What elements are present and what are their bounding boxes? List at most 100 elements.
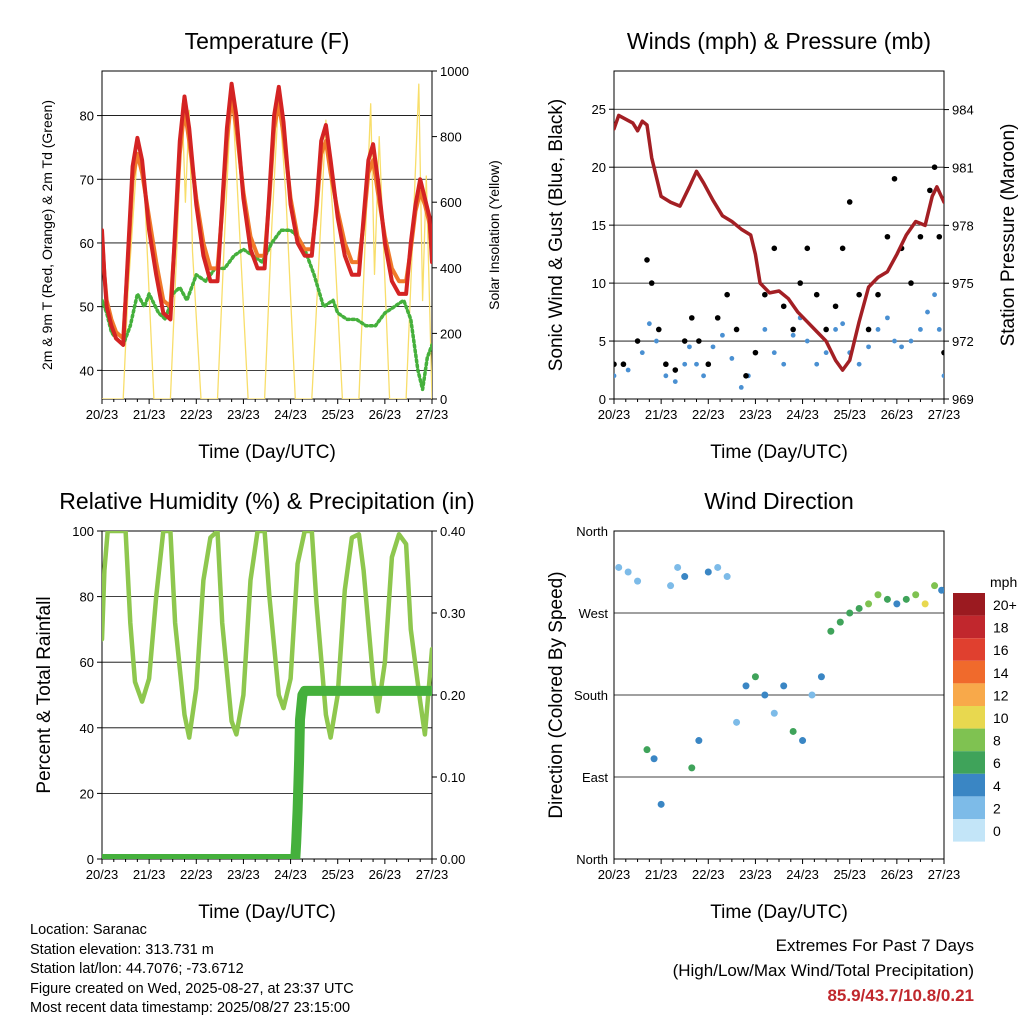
y-right-tick-label: 0.00 [440, 852, 465, 867]
colorbar-label: 12 [993, 687, 1009, 703]
wind-point [925, 309, 930, 315]
x-tick-label: 25/23 [833, 867, 866, 882]
x-tick-label: 22/23 [180, 407, 213, 422]
y-tick-label: 25 [592, 102, 606, 117]
y-right-tick-label: 0.40 [440, 524, 465, 539]
gust-point [655, 326, 662, 333]
dewpoint-series [102, 228, 432, 392]
x-tick-label: 23/23 [739, 407, 772, 422]
gust-point [696, 338, 702, 344]
wind-point [892, 338, 897, 344]
direction-point [912, 591, 920, 599]
panel-2: 0 5 10 15 20 25 969 972 975 978 981 984 20/23 21/23 22… [546, 28, 1019, 463]
plot-area [102, 81, 432, 399]
direction-point [688, 764, 696, 772]
wind-point [654, 338, 659, 344]
gust-point [927, 187, 933, 194]
y-tick-label: 20 [80, 786, 94, 801]
extremes-box: Extremes For Past 7 Days (High/Low/Max W… [673, 933, 974, 1008]
x-tick-label: 21/23 [645, 407, 678, 422]
direction-point [704, 568, 712, 576]
x-tick-label: 27/23 [928, 407, 961, 422]
pressure-series [614, 113, 944, 372]
gust-point [823, 326, 829, 333]
x-tick-label: 21/23 [133, 407, 166, 422]
direction-point [855, 604, 863, 612]
y-axis-label: Sonic Wind & Gust (Blue, Black) [546, 99, 567, 371]
y-axis-label: 2m & 9m T (Red, Orange) & 2m Td (Green) [39, 100, 55, 370]
gust-point [941, 349, 944, 356]
wind-point [738, 385, 744, 390]
wind-point [646, 321, 652, 327]
y-right-tick-label: 0.10 [440, 770, 465, 785]
x-tick-label: 24/23 [786, 867, 819, 882]
elevation-text: Station elevation: 313.731 m [30, 941, 214, 958]
direction-point [865, 600, 873, 608]
gust-point [813, 291, 820, 298]
x-tick-label: 23/23 [227, 867, 260, 882]
gust-point [614, 361, 617, 368]
direction-point [938, 586, 944, 594]
y-right-tick-label: 0 [440, 392, 447, 407]
colorbar-label: 20+ [993, 597, 1017, 613]
colorbar-label: 18 [993, 620, 1009, 636]
direction-point [761, 691, 769, 699]
wind-point [840, 321, 846, 327]
direction-point [836, 618, 844, 626]
direction-point [931, 582, 939, 590]
wind-point [729, 356, 735, 361]
wind-point [694, 361, 699, 367]
wind-point [781, 361, 787, 367]
wind-point [936, 327, 942, 332]
x-tick-label: 20/23 [86, 867, 119, 882]
x-axis-label: Time (Day/UTC) [198, 442, 336, 463]
y-tick-label: 60 [80, 236, 94, 251]
y-tick-label: 10 [592, 276, 606, 291]
colorbar-swatch [953, 728, 985, 752]
y-right-tick-label: 975 [952, 276, 974, 291]
colorbar-label: 10 [993, 710, 1009, 726]
station-info: Location: Saranac Station elevation: 313… [30, 921, 354, 1019]
gust-point [790, 326, 796, 333]
colorbar-label: 16 [993, 642, 1009, 658]
gust-point [724, 291, 730, 298]
x-tick-label: 24/23 [274, 407, 307, 422]
colorbar-label: 14 [993, 665, 1009, 681]
wind-point [875, 327, 881, 332]
created-text: Figure created on Wed, 2025-08-27, at 23… [30, 980, 354, 997]
x-tick-label: 20/23 [86, 407, 119, 422]
colorbar-swatch [953, 819, 985, 842]
plot-frame [613, 70, 945, 400]
wind-point [682, 361, 688, 367]
direction-point [742, 682, 750, 690]
wind-point [908, 338, 914, 344]
gust-point [936, 233, 943, 240]
wind-point [790, 332, 796, 338]
x-tick-label: 22/23 [692, 867, 725, 882]
wind-point [614, 373, 617, 379]
x-tick-label: 23/23 [227, 407, 260, 422]
extremes-values: 85.9/43.7/10.8/0.21 [827, 986, 974, 1005]
y-right-tick-label: 972 [952, 334, 974, 349]
x-tick-label: 27/23 [928, 867, 961, 882]
plot-area [102, 531, 432, 859]
direction-point [817, 673, 825, 681]
colorbar-label: 4 [993, 778, 1001, 794]
precip-series [102, 685, 432, 859]
gust-point [846, 199, 853, 205]
x-tick-label: 27/23 [416, 867, 449, 882]
chart-title: Relative Humidity (%) & Precipitation (i… [59, 488, 474, 514]
colorbar-swatch [953, 593, 985, 616]
wind-point [918, 327, 923, 332]
direction-point [780, 682, 788, 690]
x-tick-label: 25/23 [321, 867, 354, 882]
y-tick-label: 5 [599, 334, 606, 349]
y-axis-label: Percent & Total Rainfall [34, 596, 55, 793]
y-right-tick-label: 984 [952, 103, 974, 118]
direction-point [634, 577, 642, 585]
direction-point [808, 691, 816, 699]
gust-point [891, 175, 898, 182]
x-tick-label: 25/23 [321, 407, 354, 422]
chart-title: Winds (mph) & Pressure (mb) [627, 28, 931, 54]
